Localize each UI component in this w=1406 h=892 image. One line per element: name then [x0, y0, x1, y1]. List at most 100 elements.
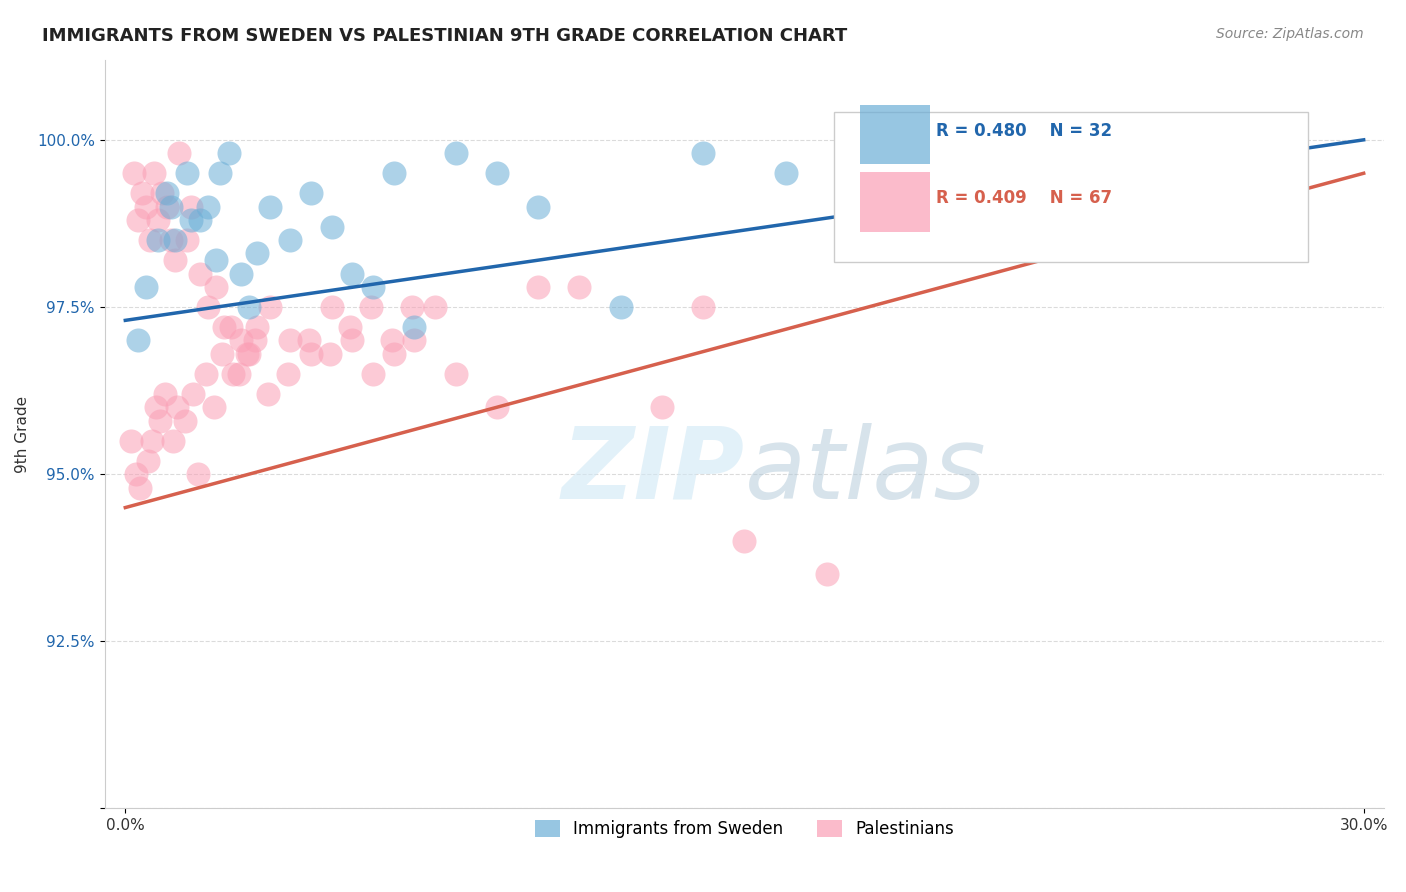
Point: [259, 200, 281, 214]
Point: [692, 146, 714, 161]
Point: [485, 166, 508, 180]
Point: [166, 401, 188, 415]
Point: [229, 334, 252, 348]
Point: [211, 347, 233, 361]
Point: [128, 481, 150, 495]
Point: [734, 534, 756, 549]
Point: [197, 300, 219, 314]
Point: [299, 347, 322, 361]
Point: [485, 401, 508, 415]
Point: [141, 434, 163, 448]
Point: [194, 367, 217, 381]
Point: [121, 434, 143, 448]
Point: [214, 320, 236, 334]
Point: [122, 166, 145, 180]
Point: [188, 213, 211, 227]
Point: [568, 280, 591, 294]
Point: [202, 401, 225, 415]
Point: [148, 213, 170, 227]
Text: IMMIGRANTS FROM SWEDEN VS PALESTINIAN 9TH GRADE CORRELATION CHART: IMMIGRANTS FROM SWEDEN VS PALESTINIAN 9T…: [42, 27, 848, 45]
Point: [159, 200, 181, 214]
Point: [858, 186, 880, 201]
Point: [775, 166, 797, 180]
Point: [246, 320, 269, 334]
Point: [404, 320, 426, 334]
Point: [218, 146, 240, 161]
Point: [135, 280, 157, 294]
Point: [651, 401, 673, 415]
Point: [321, 300, 343, 314]
Point: [176, 233, 198, 247]
Point: [380, 334, 402, 348]
Point: [221, 367, 243, 381]
Point: [423, 300, 446, 314]
Point: [145, 401, 167, 415]
Point: [361, 280, 384, 294]
Point: [143, 166, 166, 180]
Point: [205, 253, 228, 268]
Point: [219, 320, 242, 334]
Point: [527, 280, 550, 294]
Point: [444, 367, 467, 381]
Point: [187, 467, 209, 482]
Text: R = 0.480    N = 32: R = 0.480 N = 32: [936, 121, 1112, 140]
Point: [229, 267, 252, 281]
Point: [149, 414, 172, 428]
FancyBboxPatch shape: [859, 172, 929, 232]
Point: [148, 233, 170, 247]
Point: [298, 334, 321, 348]
Point: [280, 233, 302, 247]
Point: [162, 434, 184, 448]
Point: [404, 334, 426, 348]
Text: atlas: atlas: [745, 423, 986, 520]
Text: ZIP: ZIP: [561, 423, 745, 520]
Point: [342, 267, 364, 281]
Point: [139, 233, 162, 247]
FancyBboxPatch shape: [859, 104, 929, 164]
Point: [127, 334, 149, 348]
Point: [444, 146, 467, 161]
Point: [188, 267, 211, 281]
Point: [609, 300, 631, 314]
Point: [167, 146, 190, 161]
Point: [238, 347, 260, 361]
FancyBboxPatch shape: [834, 112, 1308, 261]
Point: [277, 367, 299, 381]
Point: [159, 233, 181, 247]
Point: [382, 166, 405, 180]
Point: [136, 454, 159, 468]
Point: [692, 300, 714, 314]
Point: [361, 367, 384, 381]
Point: [246, 246, 269, 260]
Point: [259, 300, 281, 314]
Point: [527, 200, 550, 214]
Point: [238, 300, 260, 314]
Point: [360, 300, 382, 314]
Point: [228, 367, 250, 381]
Point: [342, 334, 364, 348]
Legend: Immigrants from Sweden, Palestinians: Immigrants from Sweden, Palestinians: [529, 814, 960, 845]
Point: [245, 334, 267, 348]
Point: [155, 186, 177, 201]
Point: [382, 347, 405, 361]
Point: [209, 166, 232, 180]
Point: [135, 200, 157, 214]
Point: [183, 387, 205, 401]
Point: [321, 219, 343, 234]
Point: [339, 320, 361, 334]
Point: [401, 300, 423, 314]
Point: [180, 213, 202, 227]
Point: [205, 280, 228, 294]
Point: [197, 200, 219, 214]
Point: [163, 253, 186, 268]
Point: [256, 387, 278, 401]
Point: [155, 200, 177, 214]
Point: [163, 233, 186, 247]
Point: [280, 334, 302, 348]
Point: [153, 387, 176, 401]
Point: [176, 166, 198, 180]
Y-axis label: 9th Grade: 9th Grade: [15, 395, 30, 473]
Point: [124, 467, 146, 482]
Point: [1187, 133, 1209, 147]
Point: [174, 414, 197, 428]
